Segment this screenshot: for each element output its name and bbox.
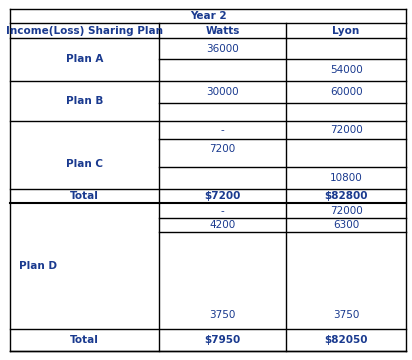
- Text: 72000: 72000: [330, 206, 363, 216]
- Text: 72000: 72000: [330, 125, 363, 135]
- Text: $7950: $7950: [204, 335, 241, 345]
- Text: Plan B: Plan B: [66, 96, 103, 106]
- Text: -: -: [220, 206, 225, 216]
- Text: Lyon: Lyon: [332, 26, 360, 36]
- Text: 7200: 7200: [209, 144, 236, 154]
- Text: 3750: 3750: [209, 310, 236, 320]
- Text: Income(Loss) Sharing Plan: Income(Loss) Sharing Plan: [6, 26, 163, 36]
- Text: 4200: 4200: [209, 220, 236, 230]
- Text: Total: Total: [70, 191, 99, 201]
- Text: -: -: [220, 125, 225, 135]
- Text: 60000: 60000: [330, 87, 363, 97]
- Text: $82800: $82800: [324, 191, 368, 201]
- Text: Plan D: Plan D: [19, 261, 56, 271]
- Text: 30000: 30000: [206, 87, 239, 97]
- Text: Plan C: Plan C: [66, 159, 103, 169]
- Text: 36000: 36000: [206, 44, 239, 54]
- Text: Watts: Watts: [205, 26, 240, 36]
- Text: 6300: 6300: [333, 220, 359, 230]
- Text: Year 2: Year 2: [190, 11, 226, 21]
- Text: 3750: 3750: [333, 310, 359, 320]
- Text: Plan A: Plan A: [66, 54, 103, 64]
- Text: Total: Total: [70, 335, 99, 345]
- Text: $7200: $7200: [204, 191, 241, 201]
- Text: 10800: 10800: [330, 173, 363, 183]
- Text: $82050: $82050: [324, 335, 368, 345]
- Text: 54000: 54000: [330, 65, 363, 75]
